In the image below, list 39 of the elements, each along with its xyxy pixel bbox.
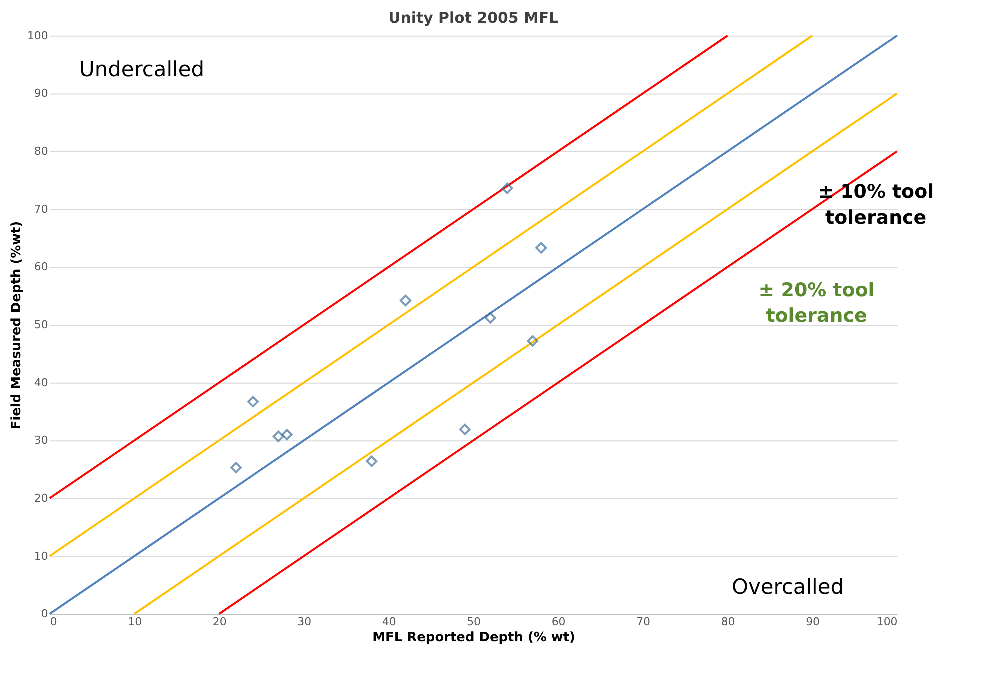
- y-tick-label: 10: [34, 550, 48, 563]
- x-tick-label: 40: [382, 616, 396, 629]
- x-tick-label: 60: [552, 616, 566, 629]
- y-tick-label: 50: [34, 318, 48, 332]
- y-tick-label: 30: [34, 434, 48, 448]
- y-tick-label: 60: [34, 260, 48, 274]
- y-tick-label: 80: [34, 145, 48, 158]
- point: [230, 462, 242, 474]
- x-tick-label: 70: [636, 616, 651, 629]
- point: [400, 294, 412, 306]
- point: [459, 424, 471, 436]
- point: [281, 429, 293, 441]
- x-tick-label: 30: [298, 616, 312, 629]
- point: [527, 335, 539, 347]
- point: [272, 430, 284, 442]
- annotation: Undercalled: [80, 58, 204, 82]
- y-tick-label: 100: [27, 29, 48, 42]
- annotation: ± 20% tool tolerance: [758, 279, 875, 328]
- annotation: Overcalled: [732, 575, 844, 600]
- y-tick-label: 40: [34, 376, 48, 390]
- x-tick-label: 0: [50, 616, 58, 629]
- point: [248, 396, 259, 408]
- point: [484, 312, 496, 324]
- x-tick-label: 100: [876, 616, 898, 629]
- y-tick-label: 70: [34, 202, 48, 216]
- annotation: ± 10% tool tolerance: [818, 180, 934, 229]
- point: [536, 242, 548, 254]
- y-tick-label: 90: [34, 87, 48, 100]
- x-tick-label: 20: [212, 616, 227, 629]
- x-axis-title: MFL Reported Depth (% wt): [372, 630, 576, 646]
- y-axis-title: Field Measured Depth (%wt): [9, 221, 24, 430]
- x-tick-label: 90: [806, 616, 820, 629]
- chart-title: Unity Plot 2005 MFL: [388, 8, 560, 27]
- x-tick-label: 80: [721, 616, 736, 629]
- y-tick-label: 20: [34, 492, 48, 505]
- point: [366, 456, 378, 468]
- point: [502, 182, 514, 194]
- x-tick-label: 50: [467, 616, 482, 629]
- x-tick-label: 10: [128, 616, 142, 629]
